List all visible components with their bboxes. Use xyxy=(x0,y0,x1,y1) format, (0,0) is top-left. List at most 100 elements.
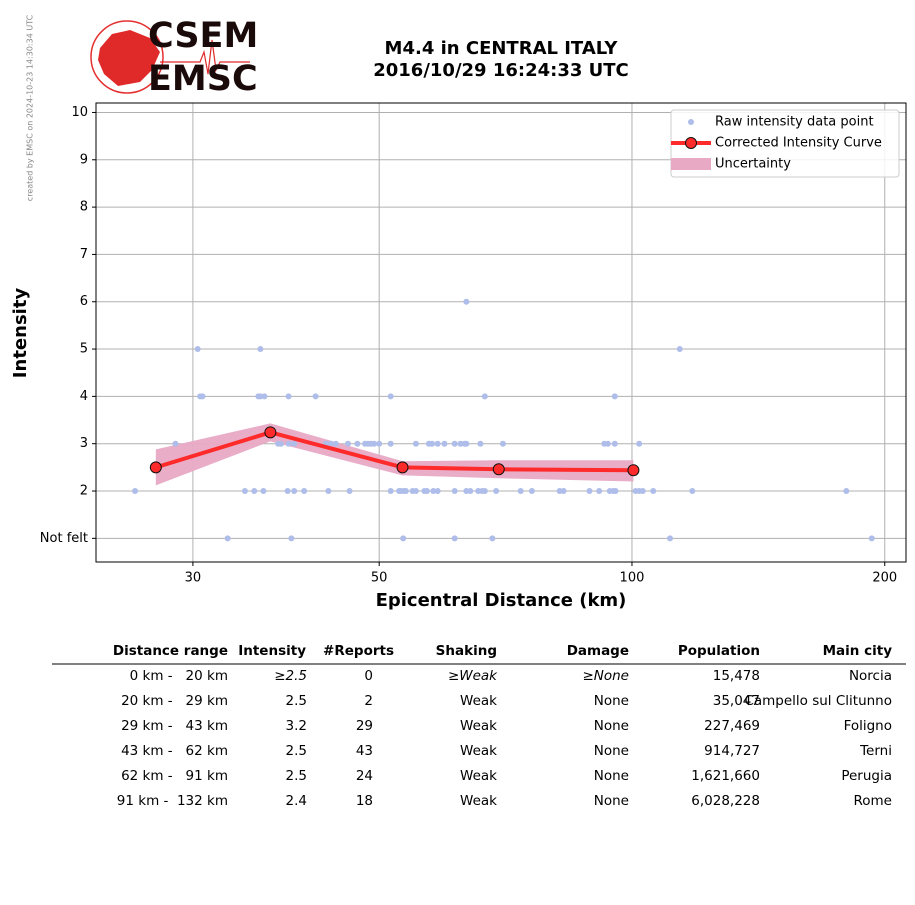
data-point xyxy=(387,488,394,495)
data-point xyxy=(325,488,332,495)
table-cell: 227,469 xyxy=(704,718,760,734)
data-point xyxy=(376,440,383,447)
column-header: Distance range xyxy=(113,643,228,659)
table-cell: Campello sul Clitunno xyxy=(744,693,892,709)
chart-subtitle: 2016/10/29 16:24:33 UTC xyxy=(373,60,629,81)
data-point xyxy=(291,488,298,495)
table-cell: Weak xyxy=(460,743,497,759)
table-cell: 3.2 xyxy=(286,718,307,734)
table-cell: None xyxy=(594,718,629,734)
logo-wave xyxy=(160,39,250,75)
data-point xyxy=(278,440,285,447)
data-point xyxy=(371,440,378,447)
curve-point xyxy=(149,461,162,474)
table-cell: 29 km - 43 km xyxy=(121,718,228,734)
plot-frame xyxy=(95,102,907,563)
table-cell: 2.5 xyxy=(286,768,307,784)
table-cell: 1,621,660 xyxy=(691,768,760,784)
table-cell: 2 xyxy=(364,693,373,709)
table-cell: 43 xyxy=(356,743,373,759)
data-point xyxy=(412,440,419,447)
y-tick-label: 3 xyxy=(80,436,88,451)
column-header: #Reports xyxy=(323,643,394,659)
data-point xyxy=(611,393,618,400)
data-point xyxy=(463,298,470,305)
data-point xyxy=(291,440,298,447)
data-point xyxy=(477,440,484,447)
data-point xyxy=(843,488,850,495)
watermark: created by EMSC on 2024-10-23 14:30:34 U… xyxy=(26,14,35,201)
grid: 30 50 100 200 Not felt 2 3 4 5 6 7 8 9 10 xyxy=(40,103,906,586)
table-cell: 29 xyxy=(356,718,373,734)
data-point xyxy=(676,346,683,353)
chart-title: M4.4 in CENTRAL ITALY xyxy=(385,38,619,59)
table-cell: ≥Weak xyxy=(448,668,498,684)
column-header: Damage xyxy=(567,643,629,659)
curve-point xyxy=(264,426,277,439)
table-cell: 20 km - 29 km xyxy=(121,693,228,709)
table-cell: 0 xyxy=(364,668,373,684)
y-tick-label: 2 xyxy=(80,484,88,499)
data-point xyxy=(430,488,437,495)
y-tick-label: 4 xyxy=(80,389,88,404)
data-point xyxy=(257,346,264,353)
table-cell: None xyxy=(594,793,629,809)
table-cell: Perugia xyxy=(841,768,892,784)
data-point xyxy=(387,440,394,447)
legend: Raw intensity data point Corrected Intens… xyxy=(670,109,900,178)
table-cell: 24 xyxy=(356,768,373,784)
table-cell: Weak xyxy=(460,718,497,734)
data-point xyxy=(451,440,458,447)
table-cell: 2.5 xyxy=(286,693,307,709)
data-point xyxy=(650,488,657,495)
data-point xyxy=(441,440,448,447)
y-tick-label: 6 xyxy=(80,294,88,309)
legend-marker xyxy=(688,119,694,125)
data-point xyxy=(463,440,470,447)
y-tick-label: 7 xyxy=(80,247,88,262)
logo-ring xyxy=(90,20,164,94)
table-cell: 35,047 xyxy=(713,693,760,709)
data-point xyxy=(481,393,488,400)
legend-label: Raw intensity data point xyxy=(715,115,874,130)
data-point xyxy=(451,535,458,542)
uncertainty-band xyxy=(155,423,634,486)
data-point xyxy=(402,488,409,495)
table-cell: ≥2.5 xyxy=(274,668,307,684)
y-axis-label: Intensity xyxy=(10,288,31,379)
column-header: Main city xyxy=(823,643,893,659)
table-cell: None xyxy=(594,693,629,709)
table-cell: 43 km - 62 km xyxy=(121,743,228,759)
x-tick-label: 100 xyxy=(620,571,645,586)
y-tick-label: 5 xyxy=(80,342,88,357)
table-cell: Foligno xyxy=(844,718,892,734)
table: Distance range Intensity #Reports Shaking Da… xyxy=(113,643,892,809)
table-cell: 914,727 xyxy=(704,743,760,759)
legend-marker xyxy=(685,137,697,149)
x-tick-label: 50 xyxy=(371,571,388,586)
data-point xyxy=(284,488,291,495)
data-point xyxy=(481,488,488,495)
y-tick-label: 9 xyxy=(80,152,88,167)
column-header: Population xyxy=(678,643,760,659)
data-point xyxy=(261,393,268,400)
table-cell: 15,478 xyxy=(713,668,760,684)
table-cell: Weak xyxy=(460,793,497,809)
data-point xyxy=(612,488,619,495)
data-point xyxy=(528,488,535,495)
data-point xyxy=(596,488,603,495)
data-point xyxy=(172,440,179,447)
table-cell: 91 km - 132 km xyxy=(117,793,228,809)
data-point xyxy=(611,440,618,447)
data-point xyxy=(285,440,292,447)
data-point xyxy=(251,488,258,495)
x-axis-label: Epicentral Distance (km) xyxy=(376,590,627,611)
curve-point xyxy=(627,464,640,477)
x-tick-label: 200 xyxy=(872,571,897,586)
data-point xyxy=(639,488,646,495)
logo: CSEM EMSC xyxy=(90,16,258,99)
table-cell: 2.4 xyxy=(286,793,307,809)
data-point xyxy=(868,535,875,542)
data-point xyxy=(224,535,231,542)
